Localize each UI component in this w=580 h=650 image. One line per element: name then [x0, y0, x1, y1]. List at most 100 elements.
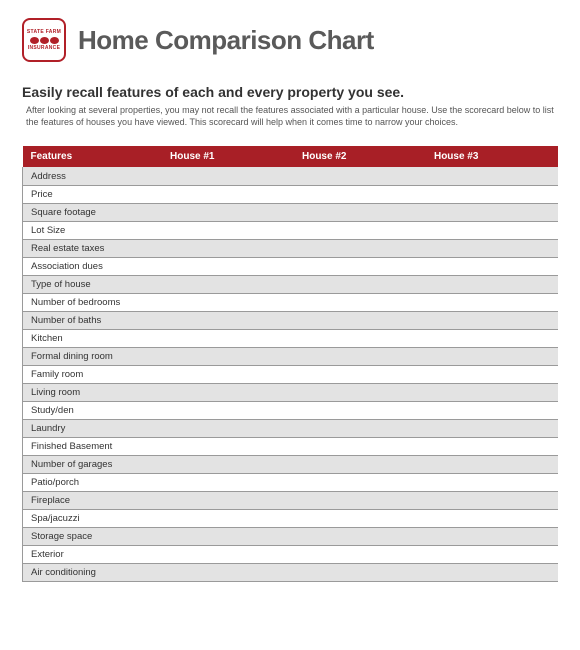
- feature-value: [294, 275, 426, 293]
- feature-value: [162, 473, 294, 491]
- feature-label: Finished Basement: [23, 437, 163, 455]
- table-row: Association dues: [23, 257, 559, 275]
- feature-value: [294, 383, 426, 401]
- feature-label: Spa/jacuzzi: [23, 509, 163, 527]
- feature-value: [294, 473, 426, 491]
- feature-value: [426, 347, 558, 365]
- feature-label: Study/den: [23, 401, 163, 419]
- feature-label: Formal dining room: [23, 347, 163, 365]
- page-header: STATE FARM INSURANCE Home Comparison Cha…: [22, 18, 558, 62]
- col-features: Features: [23, 146, 163, 167]
- feature-label: Laundry: [23, 419, 163, 437]
- table-row: Family room: [23, 365, 559, 383]
- feature-value: [294, 545, 426, 563]
- col-house1: House #1: [162, 146, 294, 167]
- feature-value: [162, 365, 294, 383]
- feature-value: [426, 257, 558, 275]
- feature-label: Air conditioning: [23, 563, 163, 581]
- feature-label: Real estate taxes: [23, 239, 163, 257]
- feature-value: [162, 329, 294, 347]
- feature-value: [426, 275, 558, 293]
- feature-value: [294, 419, 426, 437]
- table-row: Air conditioning: [23, 563, 559, 581]
- table-row: Formal dining room: [23, 347, 559, 365]
- feature-value: [162, 293, 294, 311]
- feature-value: [426, 329, 558, 347]
- feature-value: [294, 221, 426, 239]
- feature-value: [426, 491, 558, 509]
- feature-label: Fireplace: [23, 491, 163, 509]
- feature-value: [426, 509, 558, 527]
- feature-value: [426, 473, 558, 491]
- feature-value: [162, 185, 294, 203]
- feature-value: [162, 545, 294, 563]
- table-row: Real estate taxes: [23, 239, 559, 257]
- feature-value: [426, 167, 558, 185]
- feature-value: [294, 329, 426, 347]
- feature-value: [294, 365, 426, 383]
- feature-label: Living room: [23, 383, 163, 401]
- feature-value: [294, 257, 426, 275]
- comparison-table: Features House #1 House #2 House #3 Addr…: [22, 146, 558, 582]
- feature-value: [294, 167, 426, 185]
- feature-value: [294, 311, 426, 329]
- feature-label: Exterior: [23, 545, 163, 563]
- feature-label: Square footage: [23, 203, 163, 221]
- table-row: Number of bedrooms: [23, 293, 559, 311]
- page-title: Home Comparison Chart: [78, 25, 374, 56]
- feature-value: [162, 491, 294, 509]
- feature-label: Price: [23, 185, 163, 203]
- feature-value: [162, 257, 294, 275]
- feature-value: [426, 293, 558, 311]
- feature-value: [162, 167, 294, 185]
- feature-value: [426, 221, 558, 239]
- table-row: Number of baths: [23, 311, 559, 329]
- feature-value: [426, 563, 558, 581]
- feature-value: [294, 239, 426, 257]
- feature-value: [162, 509, 294, 527]
- feature-value: [294, 347, 426, 365]
- feature-value: [294, 527, 426, 545]
- table-row: Exterior: [23, 545, 559, 563]
- table-row: Number of garages: [23, 455, 559, 473]
- table-row: Living room: [23, 383, 559, 401]
- feature-value: [162, 221, 294, 239]
- feature-value: [162, 275, 294, 293]
- table-row: Storage space: [23, 527, 559, 545]
- feature-value: [294, 455, 426, 473]
- feature-label: Storage space: [23, 527, 163, 545]
- feature-value: [426, 185, 558, 203]
- feature-label: Family room: [23, 365, 163, 383]
- feature-value: [294, 437, 426, 455]
- feature-value: [426, 311, 558, 329]
- feature-value: [426, 545, 558, 563]
- feature-label: Number of bedrooms: [23, 293, 163, 311]
- feature-label: Lot Size: [23, 221, 163, 239]
- table-row: Finished Basement: [23, 437, 559, 455]
- feature-value: [162, 527, 294, 545]
- feature-value: [426, 455, 558, 473]
- feature-label: Patio/porch: [23, 473, 163, 491]
- feature-value: [162, 419, 294, 437]
- feature-value: [162, 563, 294, 581]
- table-row: Laundry: [23, 419, 559, 437]
- logo-top-text: STATE FARM: [27, 30, 61, 35]
- feature-value: [426, 365, 558, 383]
- feature-label: Number of garages: [23, 455, 163, 473]
- feature-value: [162, 401, 294, 419]
- feature-label: Association dues: [23, 257, 163, 275]
- feature-value: [426, 419, 558, 437]
- table-row: Address: [23, 167, 559, 185]
- col-house2: House #2: [294, 146, 426, 167]
- feature-label: Number of baths: [23, 311, 163, 329]
- table-header-row: Features House #1 House #2 House #3: [23, 146, 559, 167]
- brand-logo: STATE FARM INSURANCE: [22, 18, 66, 62]
- table-row: Fireplace: [23, 491, 559, 509]
- table-row: Kitchen: [23, 329, 559, 347]
- feature-value: [426, 203, 558, 221]
- feature-value: [426, 437, 558, 455]
- feature-value: [294, 509, 426, 527]
- table-row: Lot Size: [23, 221, 559, 239]
- feature-value: [294, 203, 426, 221]
- feature-value: [162, 203, 294, 221]
